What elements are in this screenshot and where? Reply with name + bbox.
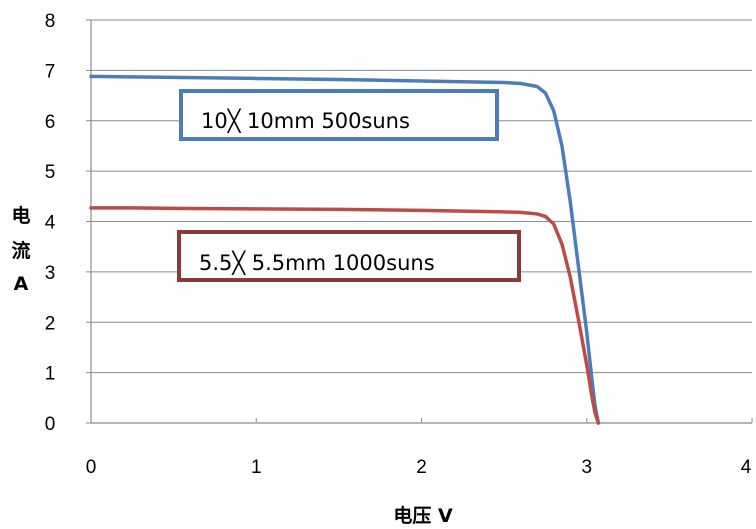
series-lines bbox=[89, 74, 601, 425]
y-tick-label-8: 8 bbox=[45, 11, 56, 32]
y-axis-title-3: A bbox=[14, 273, 29, 295]
y-tick-label-6: 6 bbox=[45, 112, 56, 133]
gridlines bbox=[91, 19, 752, 374]
x-tick-label-3: 3 bbox=[581, 457, 592, 478]
series-line-1 bbox=[89, 74, 601, 425]
x-tick-label-0: 0 bbox=[86, 457, 97, 478]
legend-boxes: 10╳ 10mm 500suns 5.5╳ 5.5mm 1000suns bbox=[177, 89, 521, 282]
x-tick-label-1: 1 bbox=[251, 457, 262, 478]
y-tick-label-7: 7 bbox=[45, 61, 56, 82]
legend-label-2: 5.5╳ 5.5mm 1000suns bbox=[199, 250, 435, 276]
axis-labels: 电流A 电压 V bbox=[11, 204, 452, 527]
series-line-2 bbox=[89, 206, 601, 425]
legend-entry-2: 5.5╳ 5.5mm 1000suns bbox=[177, 230, 521, 282]
legend-box-1 bbox=[179, 89, 499, 141]
y-axis-title-2: 流 bbox=[11, 239, 30, 262]
legend-entry-1: 10╳ 10mm 500suns bbox=[179, 89, 499, 141]
y-tick-label-4: 4 bbox=[45, 213, 56, 234]
y-tick-label-2: 2 bbox=[45, 313, 56, 334]
x-axis-title: 电压 V bbox=[393, 504, 453, 527]
x-tick-label-2: 2 bbox=[416, 457, 427, 478]
legend-box-2 bbox=[177, 230, 521, 282]
y-axis-title-1: 电 bbox=[11, 204, 30, 227]
legend-label-1: 10╳ 10mm 500suns bbox=[201, 108, 410, 134]
y-tick-label-5: 5 bbox=[45, 162, 56, 183]
axes: 0 1 2 3 4 5 6 7 8 0 1 2 3 4 bbox=[45, 11, 753, 478]
y-tick-label-0: 0 bbox=[45, 414, 56, 435]
y-tick-label-3: 3 bbox=[45, 263, 56, 284]
y-tick-label-1: 1 bbox=[45, 364, 56, 385]
x-tick-label-4: 4 bbox=[741, 457, 752, 478]
